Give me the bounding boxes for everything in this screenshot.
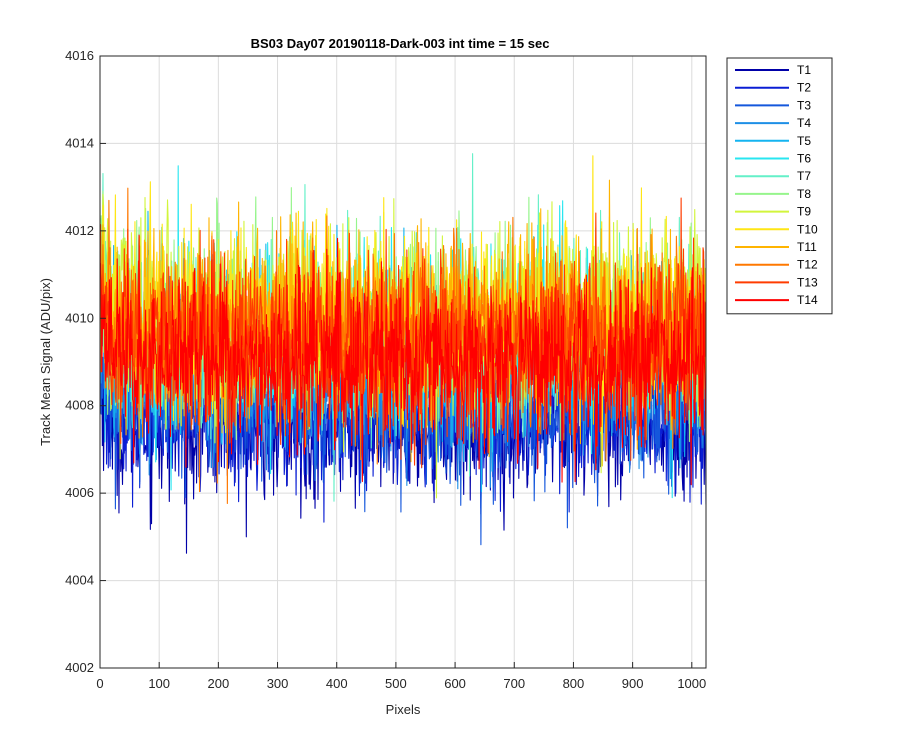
legend-label: T5: [797, 134, 811, 148]
y-tick-label: 4006: [65, 485, 94, 500]
y-tick-label: 4014: [65, 135, 94, 150]
plot-frame: [99, 55, 707, 669]
x-tick-label: 500: [385, 676, 407, 691]
y-tick-label: 4012: [65, 223, 94, 238]
legend-label: T1: [797, 63, 811, 77]
legend-label: T4: [797, 116, 811, 130]
legend-label: T6: [797, 152, 811, 166]
chart-title: BS03 Day07 20190118-Dark-003 int time = …: [251, 36, 550, 51]
y-tick-label: 4010: [65, 310, 94, 325]
series-layer: [100, 153, 706, 554]
legend-label: T2: [797, 81, 811, 95]
legend-label: T11: [797, 240, 817, 254]
x-tick-label: 100: [148, 676, 170, 691]
y-axis-label: Track Mean Signal (ADU/pix): [38, 278, 53, 446]
legend-label: T12: [797, 258, 818, 272]
legend-label: T8: [797, 187, 811, 201]
legend-label: T14: [797, 293, 818, 307]
x-tick-label: 400: [326, 676, 348, 691]
legend-box: [726, 57, 833, 315]
legend-label: T10: [797, 222, 818, 236]
legend-label: T3: [797, 98, 811, 112]
legend: T1 T2 T3 T4 T5 T6 T7 T8 T9 T10 T11 T12 T13 T14: [726, 57, 833, 315]
x-tick-label: 1000: [677, 676, 706, 691]
legend-label: T7: [797, 169, 811, 183]
x-tick-label: 200: [208, 676, 230, 691]
x-tick-label: 600: [444, 676, 466, 691]
x-tick-label: 300: [267, 676, 289, 691]
y-tick-label: 4008: [65, 398, 94, 413]
x-tick-label: 900: [622, 676, 644, 691]
x-axis: 0 100 200 300 400 500 600 700 800 900 1000: [96, 662, 706, 691]
x-axis-label: Pixels: [386, 702, 421, 717]
y-tick-label: 4004: [65, 573, 94, 588]
legend-label: T13: [797, 275, 818, 289]
y-tick-label: 4016: [65, 48, 94, 63]
series-line-t14: [100, 234, 706, 486]
x-tick-label: 0: [96, 676, 103, 691]
x-tick-label: 800: [563, 676, 585, 691]
legend-label: T9: [797, 205, 811, 219]
y-axis: 4002 4004 4006 4008 4010 4012 4014 4016: [65, 48, 106, 675]
y-tick-label: 4002: [65, 660, 94, 675]
x-tick-label: 700: [503, 676, 525, 691]
